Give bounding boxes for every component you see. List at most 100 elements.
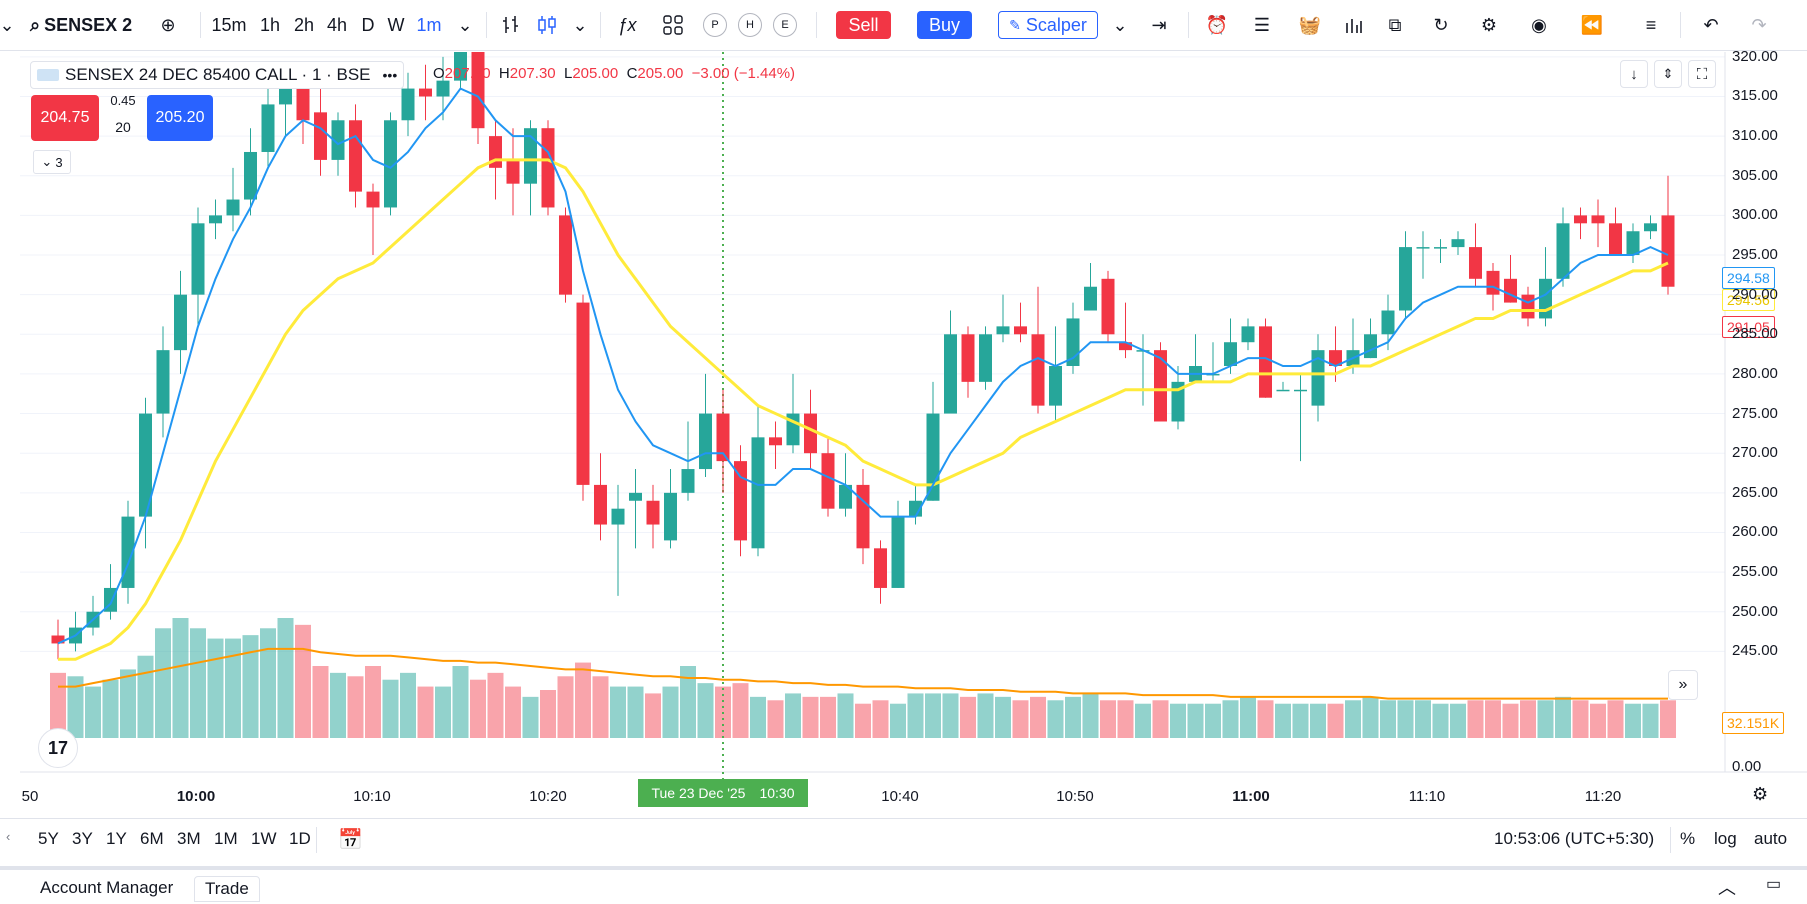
chevron-down-icon[interactable]: ⌄ <box>1112 14 1128 35</box>
candle-body <box>1574 215 1587 224</box>
candle-body <box>629 492 642 501</box>
range-1m[interactable]: 1M <box>214 829 238 848</box>
menu-icon[interactable]: ≡ <box>1645 14 1657 35</box>
candle-body <box>244 151 257 200</box>
volume-bar <box>1642 703 1659 738</box>
alert-icon[interactable]: ⏰ <box>1205 14 1229 35</box>
quantity-value: 20 <box>115 119 131 135</box>
range-3m[interactable]: 3M <box>177 829 201 848</box>
volume-bar <box>1065 696 1081 738</box>
symbol-search[interactable]: ⌕ SENSEX 2 <box>30 10 160 40</box>
timeframe-15m[interactable]: 15m <box>211 14 247 35</box>
sell-price-button[interactable]: 204.75 <box>31 95 99 141</box>
add-symbol-icon[interactable]: ⊕ <box>160 14 176 35</box>
price-axis-label: 320.00 <box>1732 47 1778 65</box>
chevron-left-icon[interactable]: ‹ <box>6 829 11 844</box>
volume-bar <box>1485 700 1501 738</box>
candle-body <box>1399 247 1412 311</box>
volume-bar <box>1555 696 1571 738</box>
timeframe-4h[interactable]: 4h <box>326 14 348 35</box>
volume-bar <box>1660 700 1676 738</box>
time-axis-label: 10:50 <box>1056 788 1094 805</box>
range-3y[interactable]: 3Y <box>72 829 93 848</box>
bar-style-icon-glyph <box>503 16 518 33</box>
volume-bar <box>960 696 976 738</box>
basket-icon[interactable]: 🧺 <box>1298 14 1322 35</box>
volume-bar <box>1030 696 1046 738</box>
chevron-down-icon[interactable]: ⌄ <box>457 14 473 35</box>
redo-icon[interactable]: ↷ <box>1751 14 1767 35</box>
chevron-down-icon[interactable]: ⌄ <box>572 14 588 35</box>
tradingview-logo-icon[interactable]: 17 <box>38 728 78 768</box>
broadcast-icon[interactable]: ◉ <box>1531 14 1547 35</box>
range-1y[interactable]: 1Y <box>106 829 127 848</box>
e-button[interactable]: E <box>773 10 797 40</box>
exit-icon[interactable]: ⇥ <box>1151 14 1167 35</box>
chevron-down-icon[interactable]: ⌄ <box>0 14 15 35</box>
candle-body <box>681 469 695 493</box>
candle-body <box>1434 247 1447 249</box>
candle-body <box>944 334 957 414</box>
divider <box>316 827 317 853</box>
buy-price-button[interactable]: 205.20 <box>147 95 213 141</box>
timeframe-w[interactable]: W <box>387 14 405 35</box>
stats-icon[interactable] <box>1337 10 1371 40</box>
range-6m[interactable]: 6M <box>140 829 164 848</box>
goto-date-icon[interactable]: 📅 <box>338 829 363 851</box>
candle-body <box>1171 381 1185 422</box>
candle-body <box>1416 247 1430 249</box>
maximize-icon[interactable]: ⛶ <box>1688 60 1716 88</box>
volume-bar <box>732 683 749 738</box>
log-toggle[interactable]: log <box>1714 829 1737 848</box>
maximize-panel-icon[interactable]: ▭ <box>1766 876 1782 893</box>
symbol-legend[interactable]: SENSEX 24 DEC 85400 CALL · 1 · BSE ••• <box>30 61 405 89</box>
range-1d[interactable]: 1D <box>289 829 311 848</box>
close-value: 205.00 <box>637 65 684 82</box>
buy-button[interactable]: Buy <box>917 11 972 39</box>
chart-pane[interactable] <box>20 52 1807 816</box>
volume-bar <box>487 672 504 738</box>
range-1w[interactable]: 1W <box>251 829 277 848</box>
price-axis-label: 250.00 <box>1732 602 1778 620</box>
replay-icon[interactable]: ☰ <box>1253 14 1271 35</box>
p-button[interactable]: P <box>703 10 727 40</box>
price-chart[interactable] <box>20 52 1807 816</box>
candle-style-icon[interactable] <box>532 10 562 40</box>
fx-indicators-icon[interactable]: ƒx <box>617 14 637 35</box>
search-icon: ⌕ <box>30 14 41 35</box>
layouts-icon[interactable] <box>658 10 688 40</box>
collapse-indicators-button[interactable]: ⌄ 3 <box>33 150 71 174</box>
chart-settings-icon[interactable]: ⚙ <box>1752 784 1769 804</box>
crosshair-date: Tue 23 Dec '25 <box>651 785 746 801</box>
collapse-icon[interactable]: ⇕ <box>1654 60 1682 88</box>
candle-body <box>1556 223 1570 279</box>
timeframe-2h[interactable]: 2h <box>293 14 315 35</box>
clock[interactable]: 10:53:06 (UTC+5:30) <box>1494 829 1655 848</box>
undo-icon[interactable]: ↶ <box>1703 14 1719 35</box>
settings-icon[interactable]: ⚙ <box>1480 14 1498 35</box>
sell-button[interactable]: Sell <box>836 11 891 39</box>
auto-toggle[interactable]: auto <box>1754 829 1788 848</box>
more-icon[interactable]: ••• <box>382 67 398 83</box>
timeframe-d[interactable]: D <box>361 14 375 35</box>
popout-icon[interactable]: ⧉ <box>1388 14 1402 35</box>
scroll-to-realtime-icon[interactable]: » <box>1668 670 1698 700</box>
percent-toggle[interactable]: % <box>1680 829 1696 848</box>
volume-bar <box>837 693 854 738</box>
candle-body <box>1276 389 1290 392</box>
divider <box>200 12 201 38</box>
tab-trade[interactable]: Trade <box>194 876 260 902</box>
range-5y[interactable]: 5Y <box>38 829 59 848</box>
refresh-icon[interactable]: ↻ <box>1433 14 1449 35</box>
timeframe-1h[interactable]: 1h <box>259 14 281 35</box>
candle-body <box>349 120 362 192</box>
tab-account-manager[interactable]: Account Manager <box>40 878 174 897</box>
bar-style-icon[interactable] <box>496 10 526 40</box>
chevron-up-icon[interactable]: ︿ <box>1718 878 1736 898</box>
scalper-button[interactable]: ✎ Scalper <box>998 11 1098 39</box>
h-button[interactable]: H <box>738 10 762 40</box>
candle-body <box>331 120 345 160</box>
scroll-down-icon[interactable]: ↓ <box>1620 60 1648 88</box>
rewind-icon[interactable]: ⏪ <box>1580 14 1604 35</box>
timeframe-1m[interactable]: 1m <box>416 14 442 35</box>
